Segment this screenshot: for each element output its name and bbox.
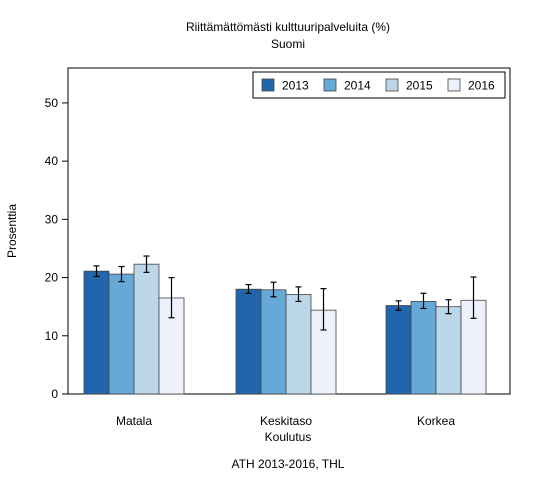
legend-box: [252, 71, 506, 99]
error-bar-2014-korkea: [420, 292, 427, 310]
legend-swatch: [261, 78, 275, 92]
y-tick-label: 20: [45, 271, 59, 285]
legend-swatch: [385, 78, 399, 92]
error-bar-2013-keskitaso: [245, 283, 252, 294]
bar-2014-matala: [108, 273, 135, 395]
error-bar-2014-matala: [118, 265, 125, 283]
legend-item-2013: 2013: [261, 78, 309, 93]
error-bar-2016-korkea: [470, 276, 477, 319]
legend-item-2015: 2015: [385, 78, 433, 93]
x-tick-label: Korkea: [417, 414, 455, 428]
bar-2015-korkea: [435, 306, 462, 395]
y-tick-label: 0: [51, 387, 58, 401]
x-axis-label: Koulutus: [265, 430, 312, 444]
legend-swatch: [323, 78, 337, 92]
x-tick-label: Keskitaso: [260, 414, 312, 428]
bars: [83, 263, 487, 395]
bar-2015-matala: [133, 263, 160, 395]
error-bar-2015-keskitaso: [295, 286, 302, 303]
legend-label: 2013: [282, 79, 309, 93]
bar-2013-matala: [83, 270, 110, 395]
x-axis: Matala Keskitaso Korkea: [116, 414, 455, 428]
legend-swatch: [447, 78, 461, 92]
legend: 2013 2014 2015 2016: [252, 71, 506, 99]
y-tick-label: 50: [45, 96, 59, 110]
y-axis-label: Prosenttia: [5, 204, 19, 258]
error-bar-2015-korkea: [445, 299, 452, 315]
error-bar-2016-keskitaso: [320, 288, 327, 331]
error-bar-2016-matala: [168, 276, 175, 319]
x-tick-label: Matala: [116, 414, 152, 428]
chart-title: Riittämättömästi kulttuuripalveluita (%): [186, 20, 390, 34]
y-tick-label: 10: [45, 329, 59, 343]
bar-2016-korkea: [460, 299, 487, 395]
error-bar-2013-korkea: [395, 300, 402, 311]
bar-2014-korkea: [410, 301, 437, 395]
chart-subtitle: Suomi: [271, 37, 305, 51]
chart-caption: ATH 2013-2016, THL: [232, 457, 345, 471]
error-bar-2014-keskitaso: [270, 281, 277, 298]
legend-label: 2015: [406, 79, 433, 93]
legend-label: 2016: [468, 79, 495, 93]
y-tick-label: 30: [45, 212, 59, 226]
bar-2014-keskitaso: [260, 289, 287, 395]
bar-2013-korkea: [385, 305, 412, 395]
y-axis: 0 10 20 30 40 50: [45, 96, 68, 401]
error-bars: [93, 255, 477, 331]
legend-item-2014: 2014: [323, 78, 371, 93]
legend-item-2016: 2016: [447, 78, 495, 93]
legend-label: 2014: [344, 79, 371, 93]
y-tick-label: 40: [45, 154, 59, 168]
bar-2015-keskitaso: [285, 294, 312, 395]
error-bar-2015-matala: [143, 255, 150, 273]
bar-2013-keskitaso: [235, 288, 262, 395]
error-bar-2013-matala: [93, 265, 100, 278]
